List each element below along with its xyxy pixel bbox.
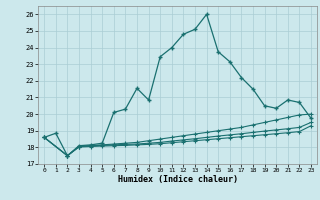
- X-axis label: Humidex (Indice chaleur): Humidex (Indice chaleur): [118, 175, 238, 184]
